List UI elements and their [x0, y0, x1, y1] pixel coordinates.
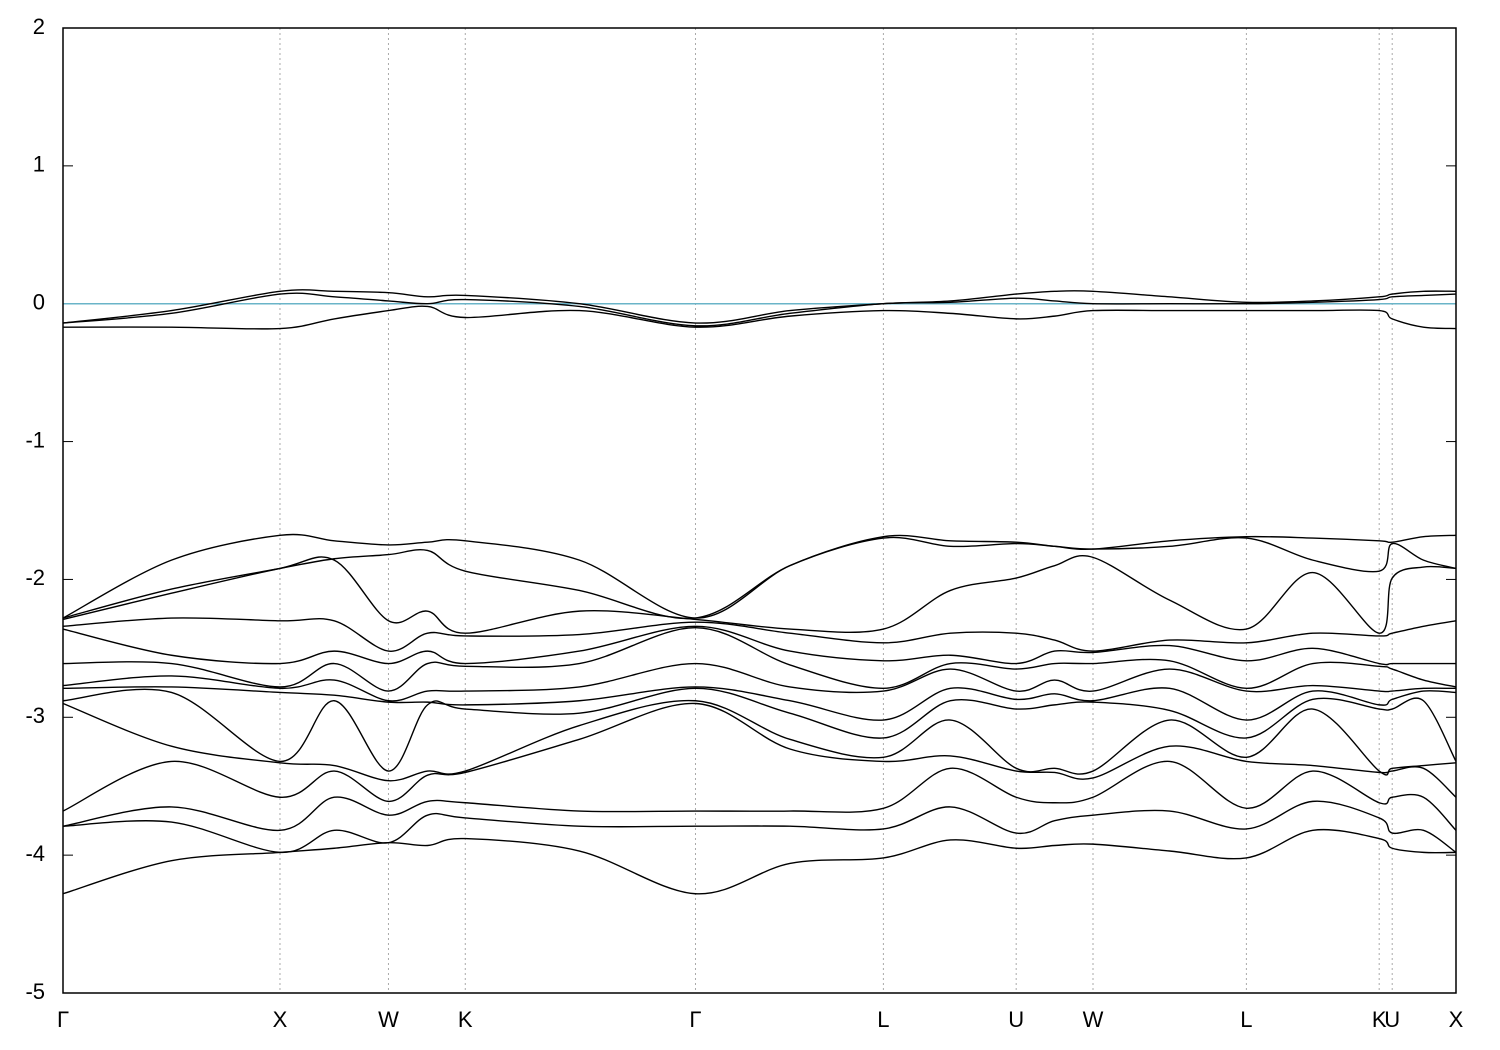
x-tick-label: W: [378, 1007, 399, 1032]
band-line: [62, 305, 1457, 330]
band-line: [62, 702, 1457, 812]
x-tick-label: W: [1083, 1007, 1104, 1032]
x-tick-label: K: [458, 1007, 473, 1032]
band-line: [62, 617, 1457, 652]
band-line: [62, 292, 1457, 327]
band-line: [62, 699, 1457, 782]
x-tick-label: X: [1449, 1007, 1464, 1032]
y-tick-label: -2: [25, 565, 45, 590]
x-tick-label: Γ: [57, 1007, 69, 1032]
band-line: [62, 800, 1457, 854]
x-tick-label: U: [1384, 1007, 1400, 1032]
x-tick-label: U: [1008, 1007, 1024, 1032]
y-tick-label: 2: [33, 14, 45, 39]
band-line: [62, 625, 1456, 666]
x-tick-label: Γ: [689, 1007, 701, 1032]
y-tick-label: 1: [33, 152, 45, 177]
y-tick-label: -5: [25, 979, 45, 1004]
x-tick-label: L: [877, 1007, 889, 1032]
x-tick-label: X: [273, 1007, 288, 1032]
y-tick-label: 0: [33, 290, 45, 315]
y-tick-label: -1: [25, 427, 45, 452]
band-line: [62, 662, 1457, 702]
x-tick-label: K: [1372, 1007, 1387, 1032]
band-line: [62, 536, 1457, 620]
band-line: [62, 687, 1457, 772]
x-tick-label: L: [1240, 1007, 1252, 1032]
band-line: [62, 555, 1457, 634]
band-line: [62, 626, 1457, 692]
band-line: [62, 686, 1457, 721]
band-line: [62, 760, 1457, 832]
band-line: [62, 828, 1457, 895]
band-line: [62, 533, 1457, 619]
y-tick-label: -4: [25, 841, 45, 866]
plot-frame: [62, 27, 1457, 994]
y-tick-label: -3: [25, 703, 45, 728]
